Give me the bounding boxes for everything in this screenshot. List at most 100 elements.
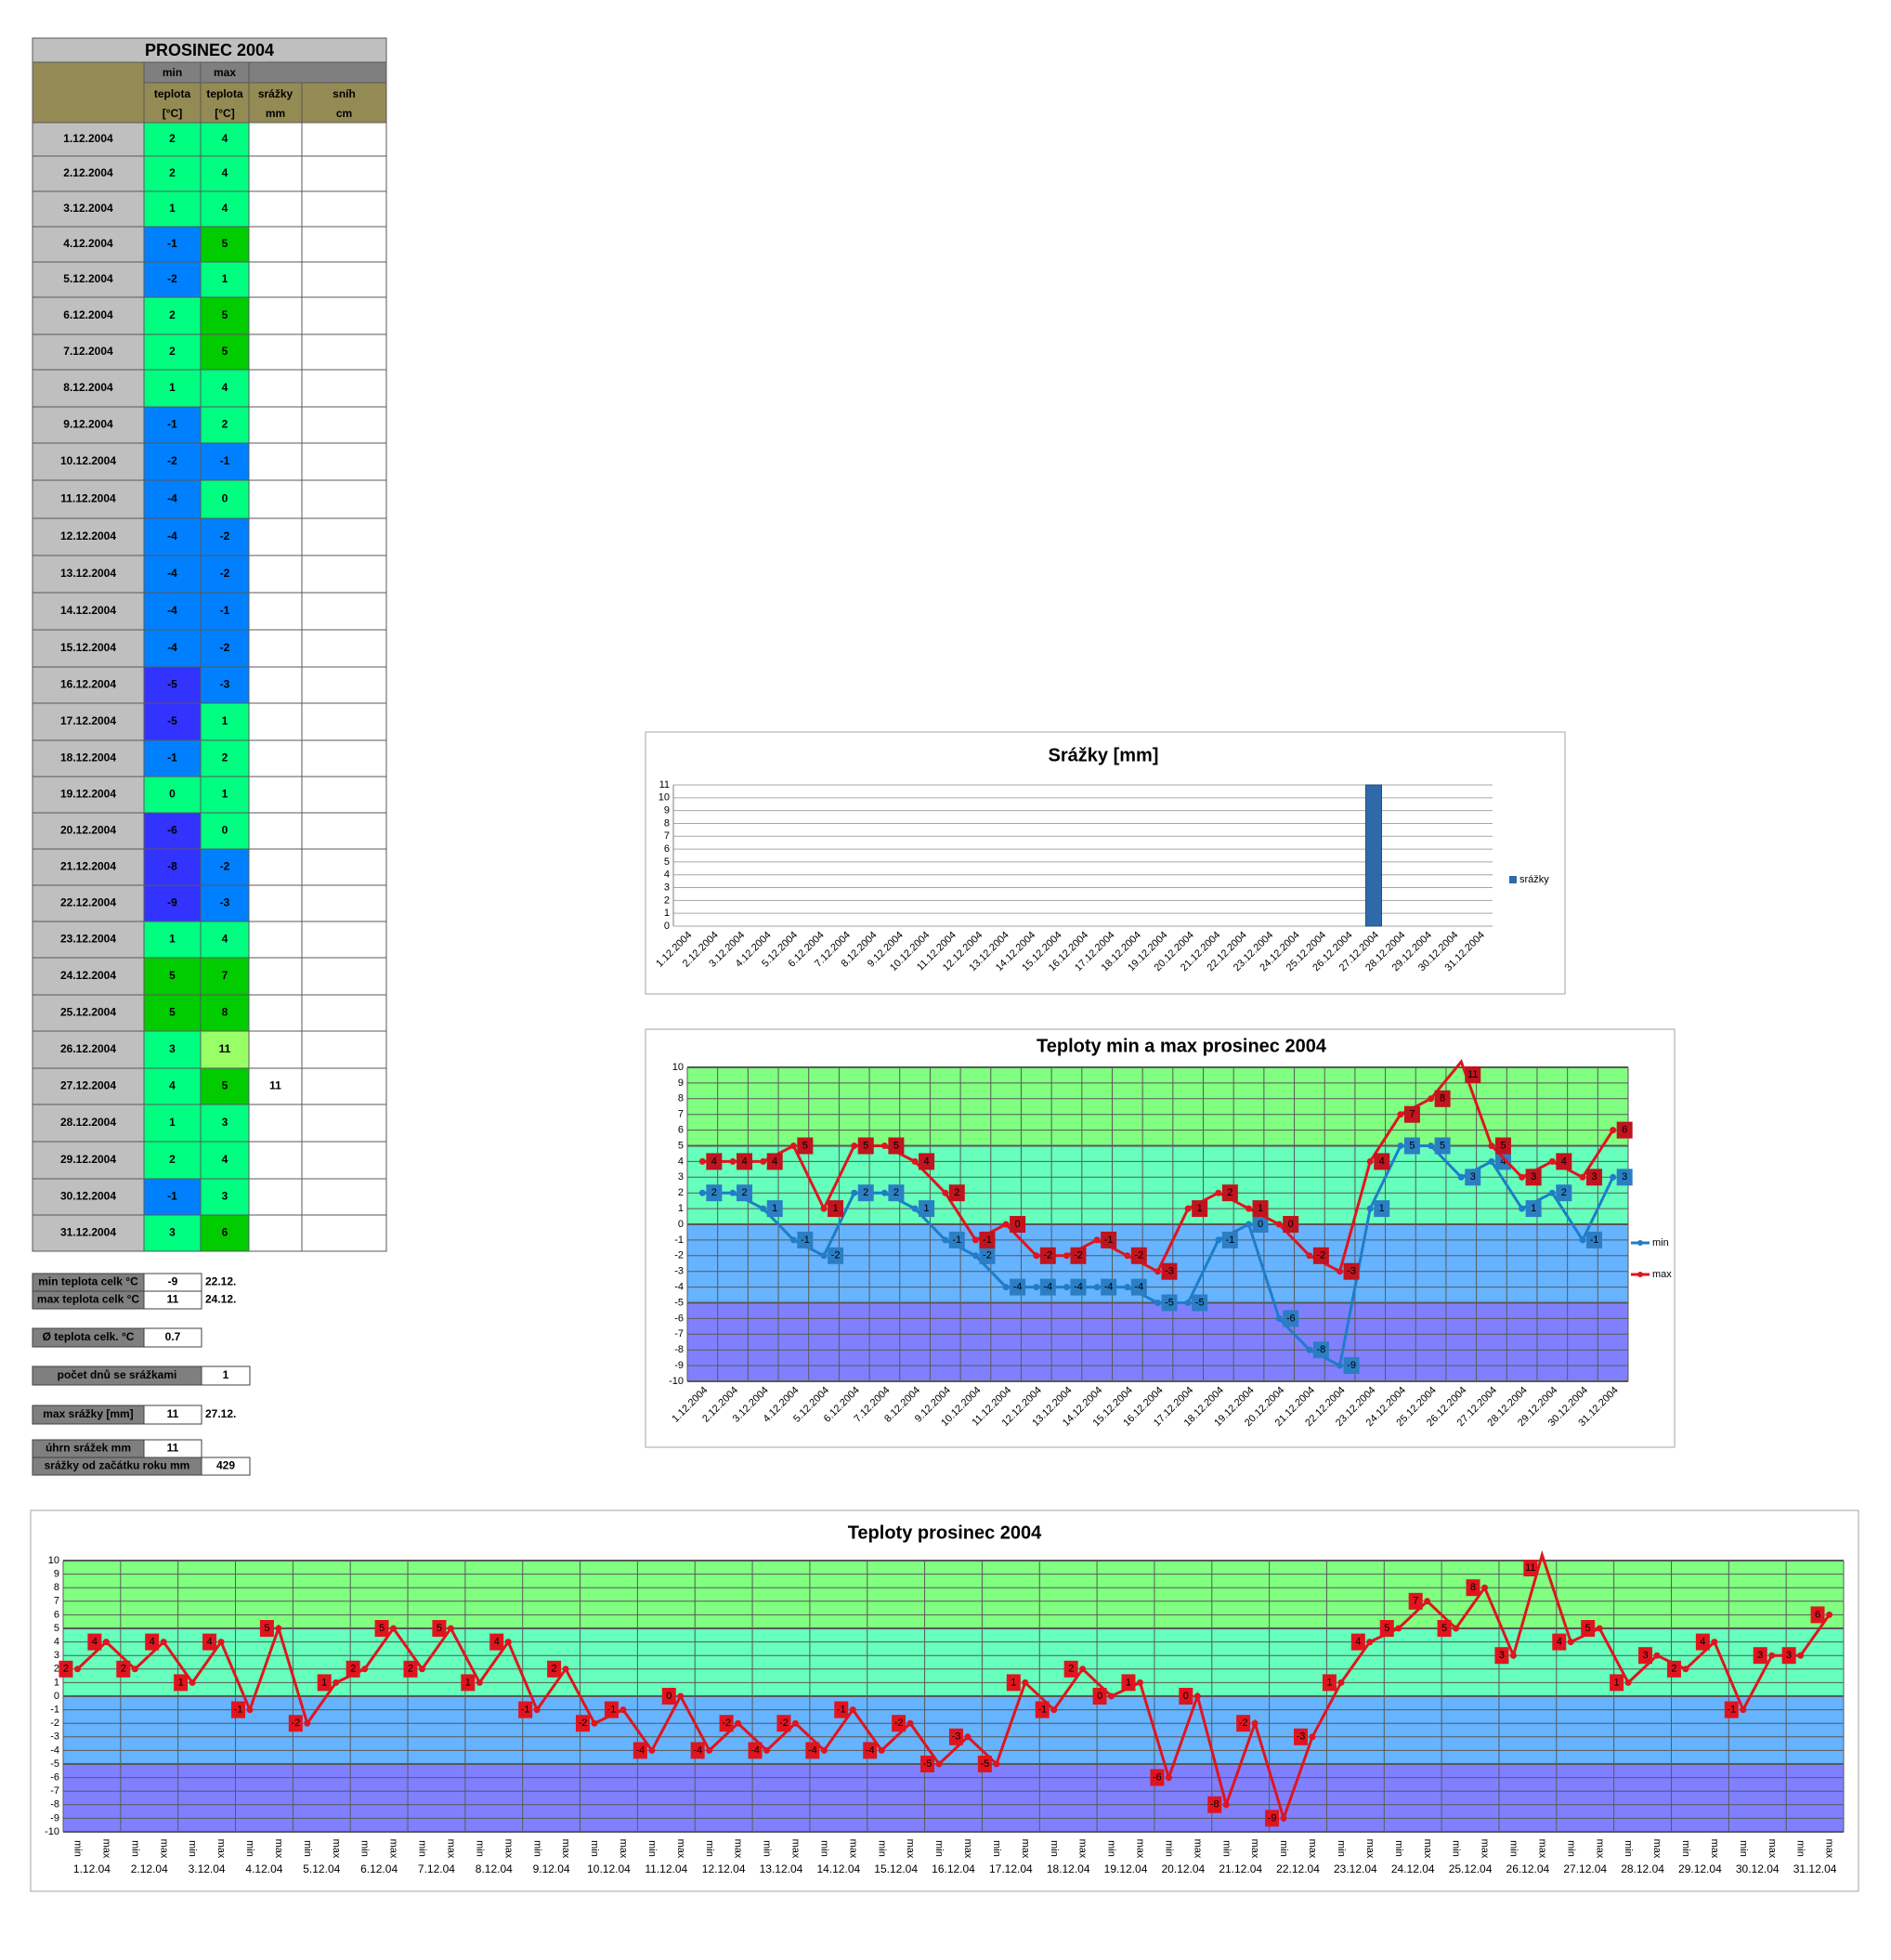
series-point [993, 1760, 1000, 1768]
data-label-box [1283, 1216, 1299, 1233]
data-label: -2 [1134, 1250, 1143, 1261]
series-point-min [1519, 1205, 1526, 1212]
series-point-max [729, 1157, 737, 1165]
data-label: 4 [494, 1637, 500, 1648]
data-label: 1 [178, 1677, 184, 1688]
x-tick-label: min [704, 1840, 715, 1857]
row-date: 28.12.2004 [60, 1116, 116, 1129]
data-label-box [1437, 1620, 1452, 1637]
row-max-cell [200, 592, 250, 631]
row-min: -1 [167, 237, 177, 250]
data-label: 5 [1585, 1623, 1591, 1634]
x-tick-label: max [1307, 1839, 1318, 1859]
data-label: 5 [1384, 1623, 1389, 1634]
data-label: -5 [980, 1758, 989, 1770]
data-label: -4 [866, 1744, 875, 1756]
data-label-box [1379, 1620, 1394, 1637]
row-max-cell [200, 442, 250, 481]
data-label-box [1010, 1278, 1026, 1296]
summary-label: min teplota celk °C [38, 1275, 138, 1288]
x-tick-label: max [1135, 1839, 1146, 1859]
data-label-box [1293, 1728, 1308, 1745]
y-tick-label: 9 [664, 805, 670, 817]
data-label-box [1465, 1066, 1481, 1083]
row-date: 26.12.2004 [60, 1042, 116, 1055]
x-group-label: 3.12.04 [189, 1862, 226, 1875]
row-snow-cell [301, 1104, 387, 1143]
row-max: 8 [222, 1006, 228, 1019]
x-tick-label: max [1824, 1839, 1835, 1859]
row-date: 4.12.2004 [63, 237, 113, 250]
data-label: 5 [802, 1140, 808, 1151]
x-tick-label: max [502, 1839, 514, 1859]
x-tick-label: min [1795, 1840, 1806, 1857]
x-group-label: 4.12.04 [245, 1862, 282, 1875]
row-min: -4 [167, 529, 177, 542]
data-label: 1 [1326, 1677, 1332, 1688]
row-snow-cell [301, 479, 387, 519]
row-date: 8.12.2004 [63, 381, 113, 394]
x-tick-label: max [847, 1839, 858, 1859]
summary-table: min teplota celk °C -9 22.12. max teplota c… [32, 1273, 251, 1476]
y-tick-label: -2 [674, 1250, 684, 1261]
series-point-min [1610, 1173, 1617, 1181]
data-label: 1 [1379, 1203, 1385, 1214]
row-precip-cell [248, 921, 303, 959]
series-point [1567, 1639, 1574, 1646]
data-label-box [1494, 1137, 1511, 1155]
data-label-box [1525, 1169, 1542, 1186]
row-date: 15.12.2004 [60, 641, 116, 654]
data-label-box [1350, 1633, 1365, 1651]
data-label: -3 [1297, 1731, 1306, 1743]
series-point [102, 1639, 110, 1646]
row-max-cell [200, 479, 250, 519]
y-tick-label: -2 [50, 1718, 59, 1729]
row-date-cell [32, 921, 145, 959]
row-min-cell [143, 957, 202, 996]
data-label: 2 [552, 1664, 557, 1675]
y-tick-label: -6 [50, 1772, 59, 1784]
series-point-min [851, 1189, 858, 1196]
x-tick-label: min [933, 1840, 945, 1857]
data-label: -9 [1268, 1812, 1277, 1823]
data-label-box [863, 1742, 878, 1759]
series-point [1165, 1774, 1172, 1782]
legend-swatch [1509, 876, 1517, 883]
data-label: -2 [1043, 1250, 1052, 1261]
series-point-max [1063, 1252, 1070, 1260]
row-max: 1 [222, 272, 228, 285]
x-tick-label: max [158, 1839, 169, 1859]
row-date: 25.12.2004 [60, 1006, 116, 1019]
data-label-box [1221, 1184, 1238, 1202]
data-label-box [1616, 1169, 1633, 1186]
legend-label: srážky [1519, 874, 1549, 885]
row-max: 2 [222, 751, 228, 764]
data-label-box [1408, 1592, 1423, 1610]
x-tick-label: min [1336, 1840, 1347, 1857]
row-snow-cell [301, 442, 387, 481]
series-point-min [1002, 1284, 1010, 1291]
summary-value-cell [143, 1290, 202, 1310]
row-snow-cell [301, 155, 387, 192]
series-point [1740, 1706, 1747, 1714]
y-tick-label: 8 [54, 1582, 59, 1593]
series-point-min [1215, 1236, 1222, 1244]
x-group-label: 20.12.04 [1161, 1862, 1205, 1875]
row-date: 11.12.2004 [60, 492, 116, 505]
series-point-min [1397, 1143, 1404, 1149]
weather-table: PROSINEC 2004 min max teplota [°C] teplota [°C… [32, 37, 387, 1252]
data-label: 5 [264, 1623, 269, 1634]
data-label: -4 [1104, 1282, 1114, 1293]
data-label-box [919, 1153, 935, 1170]
data-label: 0 [1288, 1219, 1294, 1230]
data-label-box [1179, 1688, 1193, 1705]
row-precip-cell [248, 517, 303, 556]
series-point [333, 1679, 340, 1686]
data-label-box [805, 1742, 820, 1759]
data-label: 2 [350, 1664, 356, 1675]
data-label: 3 [1531, 1171, 1536, 1183]
series-point [1079, 1666, 1087, 1673]
series-point-min [1366, 1205, 1374, 1212]
series-point-max [1488, 1143, 1495, 1149]
series-point [820, 1746, 828, 1754]
